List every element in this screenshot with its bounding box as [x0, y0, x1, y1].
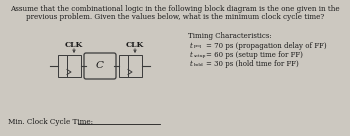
- Text: t: t: [190, 42, 193, 50]
- Text: setup: setup: [194, 53, 206, 58]
- Text: t: t: [190, 60, 193, 68]
- Bar: [67, 55, 81, 77]
- Text: hold: hold: [194, 63, 203, 67]
- Text: CLK: CLK: [65, 41, 83, 49]
- Bar: [128, 55, 142, 77]
- Text: = 60 ps (setup time for FF): = 60 ps (setup time for FF): [206, 51, 303, 59]
- Text: Timing Characteristics:: Timing Characteristics:: [188, 32, 272, 40]
- Text: t: t: [190, 51, 193, 59]
- Text: Min. Clock Cycle Time:: Min. Clock Cycle Time:: [8, 118, 93, 126]
- Bar: [58, 55, 67, 77]
- Text: C: C: [96, 61, 104, 70]
- Bar: [119, 55, 128, 77]
- Text: = 70 ps (propagation delay of FF): = 70 ps (propagation delay of FF): [206, 42, 327, 50]
- Text: Assume that the combinational logic in the following block diagram is the one gi: Assume that the combinational logic in t…: [10, 5, 340, 13]
- Text: CLK: CLK: [126, 41, 144, 49]
- FancyBboxPatch shape: [84, 53, 116, 79]
- Text: previous problem. Given the values below, what is the minimum clock cycle time?: previous problem. Given the values below…: [26, 13, 324, 21]
- Text: = 30 ps (hold time for FF): = 30 ps (hold time for FF): [206, 60, 299, 68]
- Text: pcq: pcq: [194, 44, 202, 49]
